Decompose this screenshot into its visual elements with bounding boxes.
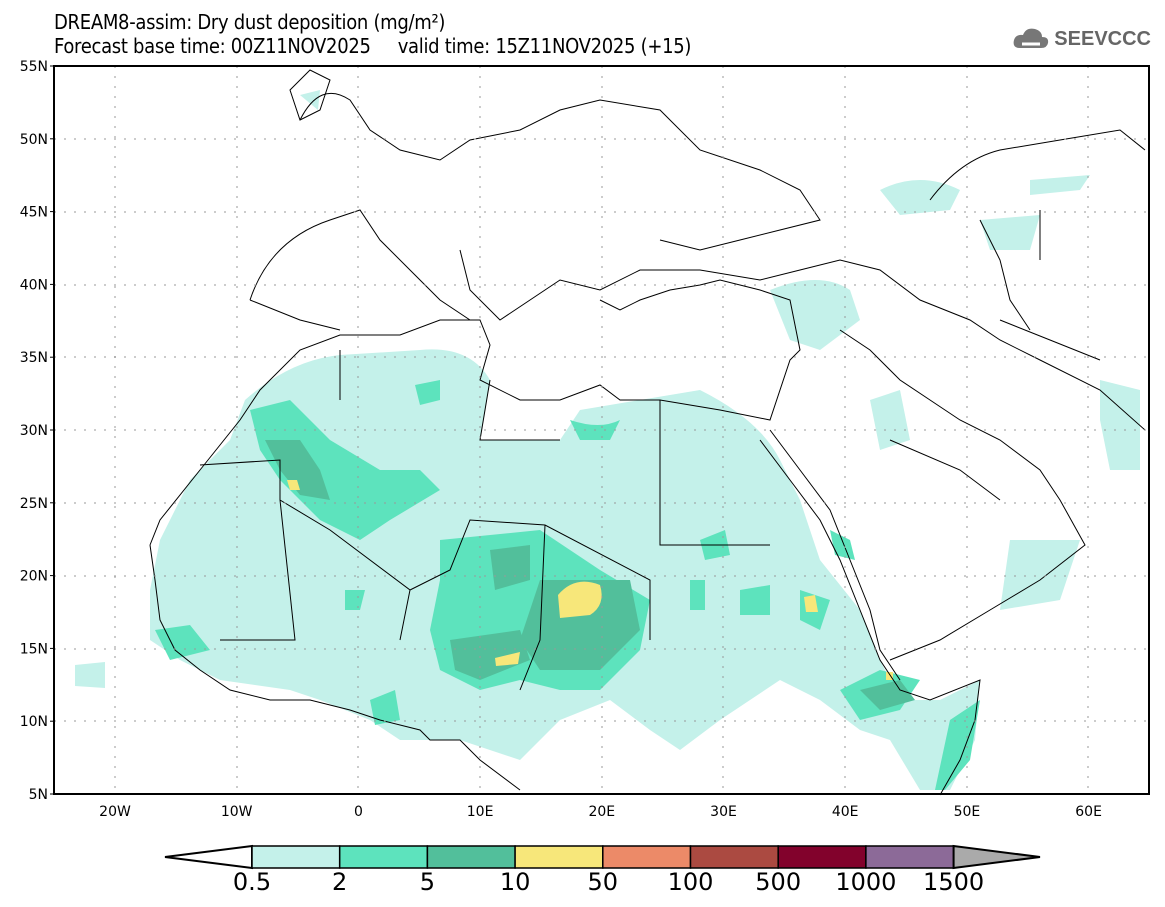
- cloud-icon: [1013, 28, 1049, 48]
- colorbar-bin: [426, 845, 516, 869]
- colorbar-label: 5: [419, 868, 436, 896]
- lon-label: 60E: [1075, 804, 1102, 820]
- lon-label: 10W: [221, 804, 253, 820]
- lat-label: 50N: [20, 132, 48, 148]
- colorbar-label: 2: [332, 868, 348, 896]
- lon-label: 50E: [954, 804, 981, 820]
- lon-label: 40E: [832, 804, 859, 820]
- colorbar-bin: [689, 845, 779, 869]
- colorbar-label: 10: [499, 868, 531, 896]
- lat-label: 20N: [20, 569, 48, 585]
- lon-label: 0: [354, 804, 363, 820]
- lat-label: 5N: [29, 787, 48, 803]
- colorbar-bin: [777, 845, 867, 869]
- graticule: [54, 66, 1149, 794]
- lat-label: 35N: [20, 350, 48, 366]
- lat-label: 25N: [20, 496, 48, 512]
- colorbar-bin: [338, 845, 429, 869]
- lon-label: 30E: [710, 804, 737, 820]
- forecast-times: Forecast base time: 00Z11NOV2025 valid t…: [54, 34, 692, 58]
- colorbar-over-triangle: [952, 844, 1041, 870]
- seevccc-logo: SEEVCCC: [1012, 26, 1151, 52]
- lat-label: 10N: [20, 714, 48, 730]
- lat-label: 30N: [20, 423, 48, 439]
- lon-label: 20E: [588, 804, 615, 820]
- colorbar-bin: [865, 845, 955, 869]
- lat-label: 15N: [20, 641, 48, 657]
- colorbar-label: 1500: [923, 868, 985, 896]
- coastlines-borders: [149, 69, 1146, 796]
- lat-label: 40N: [20, 277, 48, 293]
- colorbar-label: 100: [667, 868, 714, 896]
- map-title: DREAM8-assim: Dry dust deposition (mg/m²…: [54, 10, 446, 34]
- lon-label: 20W: [99, 804, 131, 820]
- colorbar-label: 0.5: [232, 868, 272, 896]
- colorbar-label: 1000: [835, 868, 897, 896]
- lon-label: 10E: [467, 804, 494, 820]
- colorbar-bin: [514, 845, 604, 869]
- colorbar-bin: [251, 845, 341, 869]
- dust-contours: [75, 90, 1140, 790]
- lat-label: 45N: [20, 205, 48, 221]
- lat-label: 55N: [20, 59, 48, 75]
- colorbar: [164, 844, 1041, 870]
- colorbar-under-triangle: [164, 844, 253, 870]
- logo-text: SEEVCCC: [1054, 27, 1151, 50]
- colorbar-label: 500: [755, 868, 802, 896]
- colorbar-bin: [602, 845, 692, 869]
- colorbar-label: 50: [587, 868, 619, 896]
